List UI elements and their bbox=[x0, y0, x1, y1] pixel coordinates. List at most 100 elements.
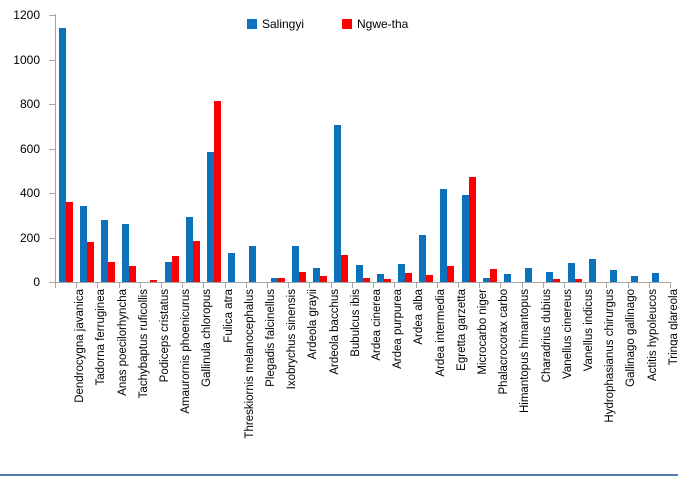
x-axis-category-label: Gallinula chloropus bbox=[201, 289, 213, 387]
bar-salingyi bbox=[122, 224, 129, 282]
x-axis-tick-mark bbox=[649, 283, 650, 288]
legend-item-ngwe-tha: Ngwe-tha bbox=[342, 16, 408, 32]
y-axis-tick-label: 400 bbox=[19, 186, 40, 200]
y-axis-line bbox=[55, 14, 56, 283]
bar-ngwe-tha bbox=[405, 273, 412, 282]
bar-salingyi bbox=[165, 262, 172, 282]
y-axis-tick-label: 1200 bbox=[13, 8, 40, 22]
bar-salingyi bbox=[249, 246, 256, 282]
x-axis-category-label: Tringa glareola bbox=[668, 289, 678, 366]
x-axis-tick-mark bbox=[437, 283, 438, 288]
legend-swatch-icon bbox=[342, 19, 352, 29]
x-axis-category-label: Dendrocygna javanica bbox=[74, 289, 86, 403]
x-axis-category-label: Ardea purpurea bbox=[392, 289, 404, 369]
bar-salingyi bbox=[207, 152, 214, 282]
y-axis-tick-label: 600 bbox=[19, 141, 40, 156]
bar-ngwe-tha bbox=[193, 241, 200, 282]
bar-salingyi bbox=[525, 268, 532, 282]
x-axis-tick-mark bbox=[628, 283, 629, 288]
x-axis-tick-mark bbox=[140, 283, 141, 288]
x-axis-category-label: Vanellus cinereus bbox=[562, 289, 574, 379]
x-axis-category-label: Ardea intermedia bbox=[435, 289, 447, 377]
x-axis-tick-mark bbox=[267, 283, 268, 288]
x-axis-tick-mark bbox=[585, 283, 586, 288]
bar-ngwe-tha bbox=[447, 266, 454, 282]
x-axis-category-label: Ixobrychus sinensis bbox=[286, 289, 298, 390]
x-axis-tick-mark bbox=[288, 283, 289, 288]
bar-salingyi bbox=[334, 125, 341, 282]
x-axis-tick-mark bbox=[564, 283, 565, 288]
y-axis-tick-label: 200 bbox=[19, 230, 40, 245]
chart-legend: Salingyi Ngwe-tha bbox=[0, 0, 678, 34]
x-axis-category-label: Podiceps cristatus bbox=[159, 289, 171, 383]
x-axis-tick-mark bbox=[119, 283, 120, 288]
bar-salingyi bbox=[377, 274, 384, 282]
bar-ngwe-tha bbox=[150, 280, 157, 282]
x-axis-tick-mark bbox=[606, 283, 607, 288]
bar-ngwe-tha bbox=[299, 272, 306, 282]
bar-ngwe-tha bbox=[553, 279, 560, 282]
x-axis-category-label: Tachybaptus ruficollis bbox=[138, 289, 150, 399]
bar-salingyi bbox=[568, 263, 575, 282]
x-axis-tick-mark bbox=[182, 283, 183, 288]
x-axis-tick-mark bbox=[416, 283, 417, 288]
bar-salingyi bbox=[313, 268, 320, 282]
x-axis-category-label: Egretta garzetta bbox=[456, 289, 468, 371]
bar-salingyi bbox=[610, 270, 617, 282]
x-axis-tick-mark bbox=[522, 283, 523, 288]
bar-ngwe-tha bbox=[66, 202, 73, 282]
bar-salingyi bbox=[483, 278, 490, 282]
bar-salingyi bbox=[292, 246, 299, 282]
y-axis-tick-mark bbox=[49, 237, 55, 239]
x-axis-tick-mark bbox=[543, 283, 544, 288]
bar-salingyi bbox=[440, 189, 447, 282]
x-axis-tick-mark bbox=[55, 283, 56, 288]
bar-salingyi bbox=[59, 28, 66, 282]
bar-ngwe-tha bbox=[575, 279, 582, 282]
x-axis-category-label: Fulica atra bbox=[223, 289, 235, 343]
bar-ngwe-tha bbox=[87, 242, 94, 282]
x-axis-tick-mark bbox=[161, 283, 162, 288]
window-bottom-border bbox=[0, 474, 678, 476]
x-axis-tick-mark bbox=[246, 283, 247, 288]
bar-salingyi bbox=[504, 274, 511, 282]
x-axis-tick-mark bbox=[331, 283, 332, 288]
x-axis-tick-mark bbox=[76, 283, 77, 288]
bar-ngwe-tha bbox=[469, 177, 476, 282]
bar-salingyi bbox=[652, 273, 659, 282]
bar-ngwe-tha bbox=[490, 269, 497, 282]
x-axis-category-label: Hydrophasianus chirurgus bbox=[604, 289, 616, 423]
y-axis-tick-mark bbox=[49, 282, 55, 283]
x-axis-category-label: Bubulcus ibis bbox=[350, 289, 362, 357]
x-axis-category-label: Ardea alba bbox=[413, 289, 425, 345]
x-axis-line bbox=[55, 282, 671, 283]
legend-swatch-icon bbox=[247, 19, 257, 29]
bar-ngwe-tha bbox=[384, 279, 391, 282]
bar-ngwe-tha bbox=[363, 278, 370, 282]
bar-salingyi bbox=[186, 217, 193, 282]
x-axis-category-label: Gallinago gallinago bbox=[625, 289, 637, 387]
y-axis-tick-mark bbox=[49, 148, 55, 150]
x-axis-tick-mark bbox=[458, 283, 459, 288]
y-axis-tick-mark bbox=[49, 193, 55, 194]
y-axis-tick-label: 1000 bbox=[13, 52, 40, 67]
x-axis-category-label: Threskiornis melanocephalus bbox=[244, 289, 256, 439]
x-axis-tick-mark bbox=[373, 283, 374, 288]
x-axis-tick-mark bbox=[479, 283, 480, 288]
legend-item-salingyi: Salingyi bbox=[247, 16, 304, 32]
bar-ngwe-tha bbox=[341, 255, 348, 282]
bar-salingyi bbox=[589, 259, 596, 282]
bar-ngwe-tha bbox=[426, 275, 433, 282]
bar-salingyi bbox=[398, 264, 405, 282]
bar-ngwe-tha bbox=[108, 262, 115, 282]
bar-salingyi bbox=[546, 272, 553, 282]
bar-ngwe-tha bbox=[214, 101, 221, 282]
y-axis-tick-label: 0 bbox=[33, 275, 40, 289]
bar-salingyi bbox=[462, 195, 469, 282]
y-axis-tick-label: 800 bbox=[19, 97, 40, 111]
x-axis-category-label: Tadorna ferruginea bbox=[95, 289, 107, 386]
x-axis-tick-mark bbox=[394, 283, 395, 288]
bar-ngwe-tha bbox=[278, 278, 285, 282]
x-axis-category-label: Ardeola grayii bbox=[307, 289, 319, 360]
